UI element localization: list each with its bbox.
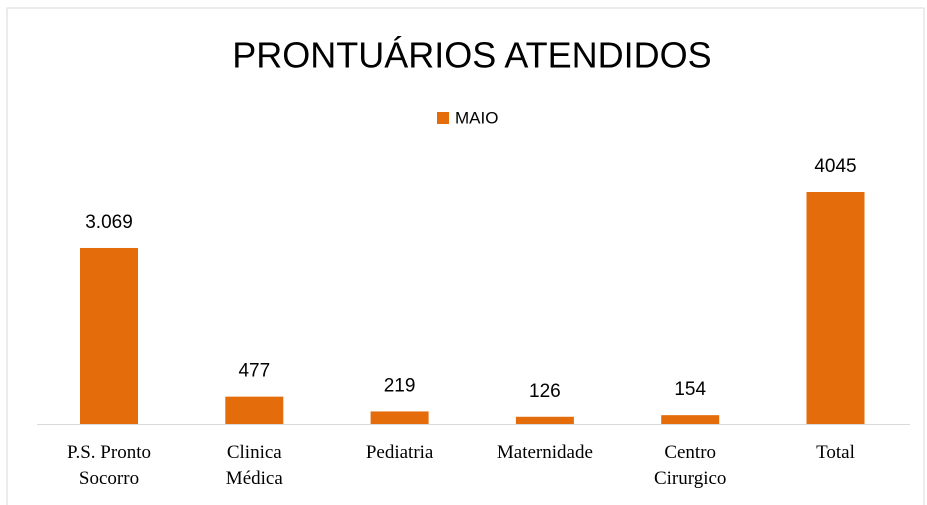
x-tick-label: Total (816, 442, 855, 463)
x-tick-label: P.S. Pronto Socorro (67, 442, 151, 489)
bar (661, 415, 720, 424)
chart-title: PRONTUÁRIOS ATENDIDOS (232, 35, 711, 76)
bar (370, 411, 429, 424)
x-tick-label: Pediatria (365, 442, 434, 463)
data-label: 154 (674, 379, 706, 400)
bar (225, 396, 284, 424)
x-tick-label: Clinica Médica (225, 442, 283, 489)
data-label: 4045 (814, 156, 856, 177)
bar (80, 247, 138, 424)
bar (515, 416, 574, 424)
data-label: 3.069 (85, 212, 133, 233)
bar (806, 192, 865, 424)
data-label: 126 (529, 381, 561, 402)
legend-swatch (437, 112, 449, 124)
x-tick-label: Maternidade (496, 442, 593, 463)
legend-label: MAIO (455, 108, 498, 127)
data-label: 477 (238, 361, 270, 382)
data-label: 219 (384, 375, 416, 396)
x-tick-label: Centro Cirurgico (653, 442, 727, 489)
chart-border (6, 7, 925, 505)
